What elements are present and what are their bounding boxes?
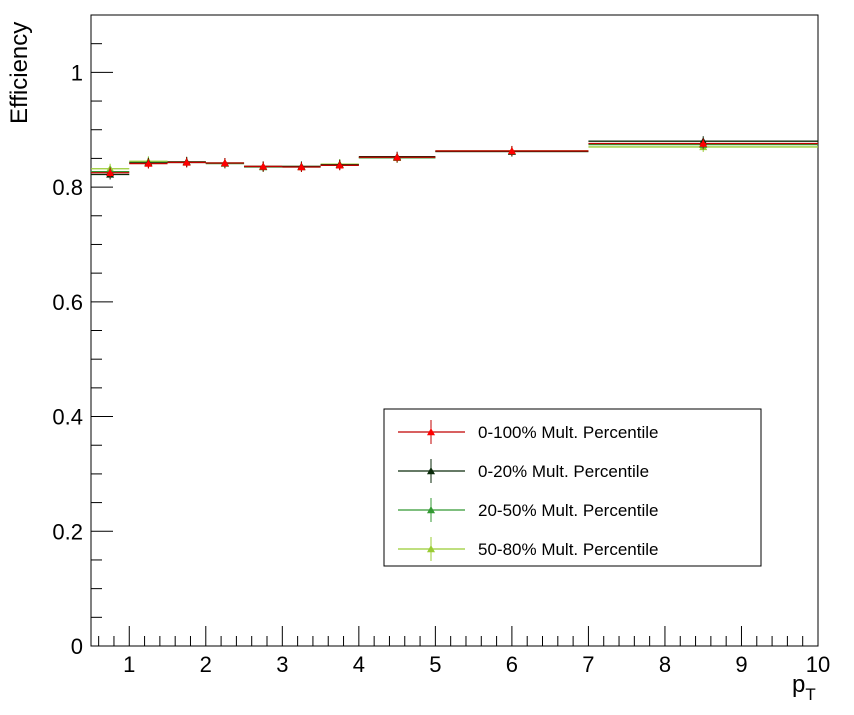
legend-marker (427, 467, 435, 475)
series-1 (91, 138, 818, 178)
y-tick-label: 0.8 (52, 175, 83, 200)
x-tick-label: 7 (582, 652, 594, 677)
data-point (699, 139, 708, 147)
x-axis-title-sub: T (805, 685, 815, 704)
legend-marker (427, 428, 435, 436)
x-tick-label: 9 (735, 652, 747, 677)
x-tick-label: 10 (806, 652, 830, 677)
x-tick-label: 5 (429, 652, 441, 677)
legend-marker (427, 545, 435, 553)
y-tick-label: 0.2 (52, 519, 83, 544)
legend-item: 50-80% Mult. Percentile (398, 537, 658, 561)
series-2 (91, 136, 818, 180)
y-tick-label: 0.6 (52, 290, 83, 315)
data-point (144, 159, 153, 167)
legend-label: 0-20% Mult. Percentile (478, 462, 649, 481)
x-axis-title-main: p (792, 671, 805, 698)
x-tick-label: 2 (200, 652, 212, 677)
x-axis-title: pT (792, 671, 816, 704)
legend-marker (427, 506, 435, 514)
data-point (106, 168, 115, 176)
data-point (335, 161, 344, 169)
legend-label: 20-50% Mult. Percentile (478, 501, 658, 520)
y-tick-label: 1 (71, 60, 83, 85)
x-tick-label: 4 (353, 652, 365, 677)
x-tick-label: 6 (506, 652, 518, 677)
legend-label: 50-80% Mult. Percentile (478, 540, 658, 559)
legend-box (383, 408, 762, 567)
series-layer (91, 136, 818, 180)
legend-item: 20-50% Mult. Percentile (398, 498, 658, 522)
y-axis-title: Efficiency (6, 22, 33, 124)
series-3 (91, 139, 818, 177)
x-tick-label: 8 (659, 652, 671, 677)
x-tick-label: 3 (276, 652, 288, 677)
y-tick-label: 0 (71, 634, 83, 659)
data-point (182, 158, 191, 166)
series-4 (91, 141, 818, 174)
data-point (507, 146, 516, 155)
axis-ticks: 1 2 3 4 5 6 7 8 9 10 0 0.2 0.4 0.6 0.8 1 (52, 14, 830, 677)
data-point (220, 158, 229, 167)
x-tick-label: 1 (123, 652, 135, 677)
legend-item: 0-20% Mult. Percentile (398, 459, 649, 483)
legend-label: 0-100% Mult. Percentile (478, 423, 658, 442)
data-point (259, 162, 268, 170)
legend: 0-100% Mult. Percentile 0-20% Mult. Perce… (383, 408, 762, 567)
legend-item: 0-100% Mult. Percentile (398, 420, 658, 444)
data-point (297, 163, 306, 171)
y-tick-label: 0.4 (52, 405, 83, 430)
data-point (393, 153, 402, 161)
